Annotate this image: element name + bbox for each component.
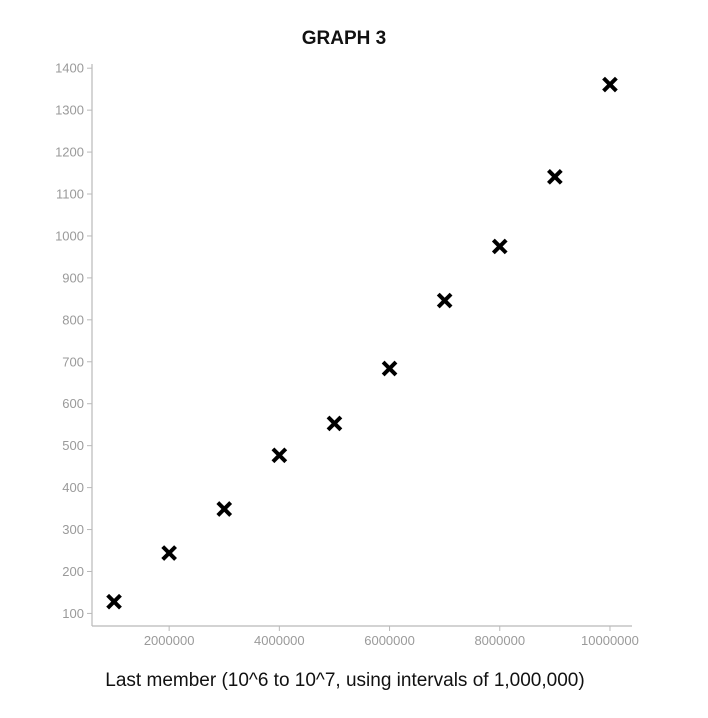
x-tick-label: 4000000 bbox=[254, 633, 305, 648]
data-point bbox=[161, 545, 177, 561]
y-axis: 100 200 300 400 500 600 700 800 900 1000 1100 1200 1… bbox=[55, 61, 93, 626]
data-points bbox=[106, 76, 618, 610]
x-tick-label: 2000000 bbox=[144, 633, 195, 648]
y-tick-label: 200 bbox=[62, 564, 84, 579]
x-tick-label: 10000000 bbox=[581, 633, 639, 648]
y-tick-label: 600 bbox=[62, 396, 84, 411]
y-tick-label: 1400 bbox=[55, 61, 84, 76]
y-tick-label: 500 bbox=[62, 438, 84, 453]
chart-title: GRAPH 3 bbox=[302, 28, 386, 49]
y-tick-label: 800 bbox=[62, 312, 84, 327]
data-point bbox=[381, 360, 398, 377]
data-point bbox=[436, 292, 453, 309]
y-tick-label: 400 bbox=[62, 480, 84, 495]
data-point bbox=[216, 501, 233, 517]
data-point bbox=[271, 447, 288, 464]
y-tick-label: 1300 bbox=[55, 103, 84, 118]
y-tick-label: 1000 bbox=[55, 228, 84, 243]
x-axis-label: Last member (10^6 to 10^7, using interva… bbox=[105, 670, 584, 691]
data-point bbox=[491, 238, 508, 255]
data-point bbox=[326, 415, 343, 432]
data-point bbox=[106, 593, 122, 610]
data-point bbox=[602, 76, 618, 93]
y-tick-label: 1200 bbox=[55, 145, 84, 160]
data-point bbox=[547, 168, 563, 185]
y-tick-label: 100 bbox=[62, 606, 84, 621]
y-tick-label: 1100 bbox=[56, 187, 84, 202]
x-axis: 2000000 4000000 6000000 8000000 10000000 bbox=[92, 625, 639, 648]
y-tick-label: 900 bbox=[62, 270, 84, 285]
y-tick-label: 700 bbox=[62, 354, 84, 369]
x-tick-label: 8000000 bbox=[474, 633, 525, 648]
x-tick-label: 6000000 bbox=[364, 633, 415, 648]
y-tick-label: 300 bbox=[62, 522, 84, 537]
